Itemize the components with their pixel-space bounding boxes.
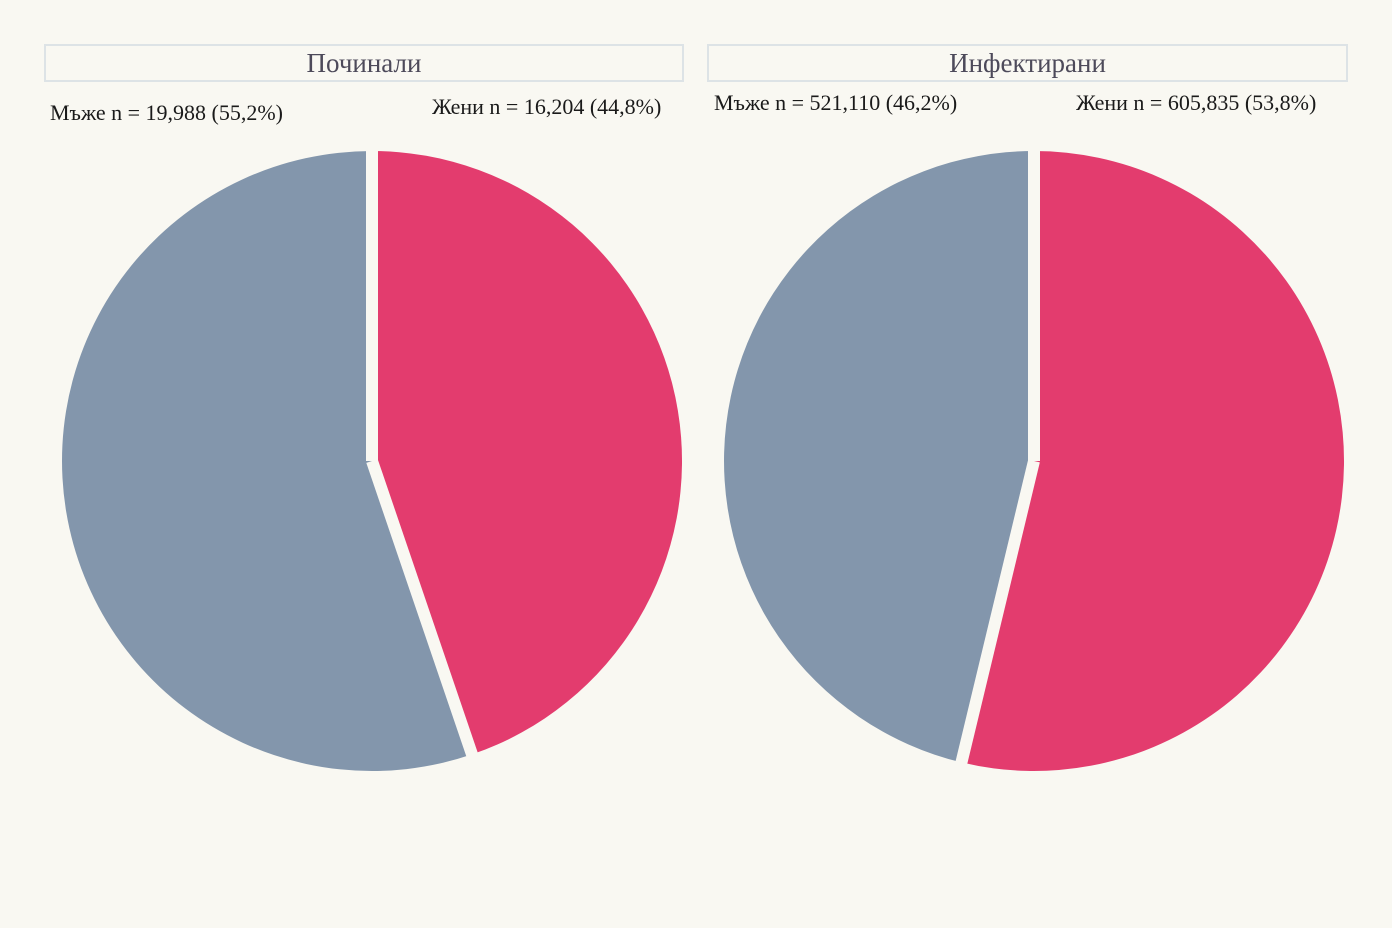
slice-label-men: Мъже n = 19,988 (55,2%) xyxy=(50,100,283,125)
slice-label-women: Жени n = 16,204 (44,8%) xyxy=(432,94,662,119)
slice-separator xyxy=(366,459,479,761)
pie-chart-infected: Инфектирани Мъже n = 521,110 (46,2%) Жен… xyxy=(700,0,1360,928)
pie-slice-women xyxy=(372,151,683,755)
pie-svg xyxy=(62,147,683,771)
pie-svg xyxy=(724,147,1345,771)
pie-chart-deceased: Починали Мъже n = 19,988 (55,2%) Жени n … xyxy=(36,0,696,928)
slice-label-men: Мъже n = 521,110 (46,2%) xyxy=(714,90,958,115)
slice-separator xyxy=(954,459,1040,768)
pie-slice-women xyxy=(961,151,1345,771)
slice-label-women: Жени n = 605,835 (53,8%) xyxy=(1076,90,1317,115)
pie-slice-men xyxy=(724,151,1034,763)
chart-title: Починали xyxy=(44,44,684,82)
chart-title: Инфектирани xyxy=(707,44,1348,82)
